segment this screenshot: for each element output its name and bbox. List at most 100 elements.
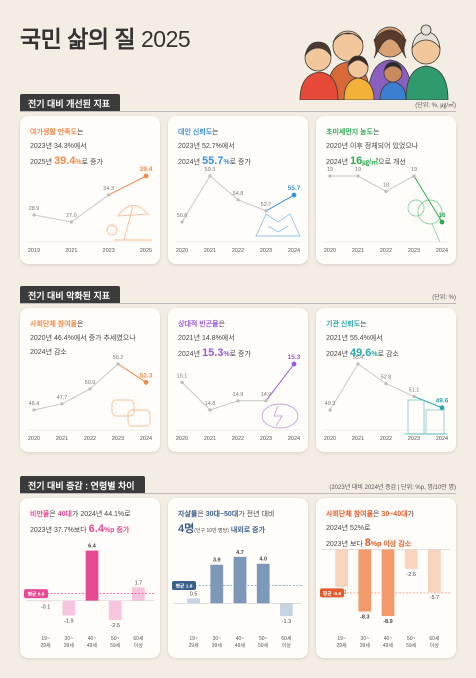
series-line-segment <box>357 363 387 385</box>
text-segment: 가 전년 대비 <box>238 511 275 518</box>
card-description-line: 2021년 14.8%에서 <box>178 332 302 346</box>
data-point <box>180 380 184 384</box>
card-social-participation-age: -5.019~29세-8.330~39세-8.940~49세-2.650~59세… <box>316 498 456 658</box>
data-label: 52.8 <box>381 375 392 381</box>
card-fine-dust: 19 2020 19 2021 18 2022 19 2023 16 2024 초미세먼지 농도는 2… <box>316 116 456 264</box>
series-line-segment <box>329 363 359 411</box>
card-relative-poverty: 15.1 2020 14.8 2021 14.9 2022 14.9 2023 15.3 2024… <box>168 308 308 452</box>
x-tick-label: 2022 <box>380 248 392 254</box>
text-segment: 은 <box>49 511 58 518</box>
bar <box>428 549 441 593</box>
data-label: 47.7 <box>57 395 68 401</box>
bar-value-label: -5.7 <box>430 595 439 601</box>
x-tick-label: 2023 <box>103 248 115 254</box>
x-tick-label: 2021 <box>56 436 68 442</box>
data-point <box>412 174 416 178</box>
x-tick-label: 2022 <box>232 248 244 254</box>
data-label: 49.3 <box>325 401 336 407</box>
card-description: 비만율은 40대가 2024년 44.1%로 2023년 37.7%보다 6.4%… <box>30 508 154 538</box>
data-point <box>32 213 36 217</box>
x-tick-label: 19~ <box>41 636 50 642</box>
x-tick-label: 2020 <box>176 436 188 442</box>
text-segment: 상대적 빈곤율 <box>178 321 219 328</box>
bar-value-label: -1.3 <box>282 619 291 625</box>
data-label: 16 <box>438 212 446 219</box>
series-line-segment <box>265 194 295 212</box>
data-label: 15.1 <box>177 373 188 379</box>
x-tick-label: 60세 <box>281 635 292 642</box>
card-description-line: 2020년 이후 정체되어 있었으나 <box>326 140 450 154</box>
decorative-icon <box>111 399 151 427</box>
unit-note: (단위: %) <box>432 295 456 301</box>
line-chart: 15.1 2020 14.8 2021 14.9 2022 14.9 2023 15.3 2024 <box>176 354 301 442</box>
card-description: 대인 신뢰도는 2023년 52.7%에서 2024년 55.7%로 증가 <box>178 126 302 170</box>
highlight-value: 4명 <box>178 523 195 535</box>
average-badge <box>24 589 48 599</box>
highlight-value: 55.7 <box>201 155 224 167</box>
x-tick-label: 이상 <box>134 642 144 649</box>
x-tick-label: 39세 <box>212 642 223 649</box>
x-tick-label: 이상 <box>430 642 440 649</box>
highlight-value: 15.3 <box>201 347 224 359</box>
text-segment: 2024년 감소 <box>30 349 67 356</box>
text-segment: 자살률 <box>178 511 198 518</box>
data-point <box>236 399 240 403</box>
average-label: 평균 -5.8 <box>323 590 342 597</box>
data-label: 19 <box>355 167 361 173</box>
x-tick-label: 30~ <box>65 636 74 642</box>
x-tick-label: 2024 <box>436 436 448 442</box>
card-description-line: 2025년 39.4%로 증가 <box>30 154 154 170</box>
text-segment: 여가생활 만족도 <box>30 129 78 136</box>
bar-value-label: 4.0 <box>259 557 267 563</box>
data-label: 56.2 <box>113 355 124 361</box>
data-label: 34.3 <box>103 186 114 192</box>
title-main: 국민 삶의 질 <box>20 26 136 52</box>
bar <box>404 549 418 569</box>
x-tick-label: 59세 <box>406 642 417 649</box>
text-segment: 은 <box>197 511 206 518</box>
text-segment: 은 <box>373 511 382 518</box>
data-point <box>356 174 360 178</box>
x-tick-label: 2021 <box>204 248 216 254</box>
bar <box>39 600 52 602</box>
x-tick-label: 2025 <box>140 248 152 254</box>
card-social-participation: 46.4 2020 47.7 2021 50.9 2022 56.2 2023 52.3 2024… <box>20 308 160 452</box>
data-point <box>32 408 36 412</box>
text-segment: 가 <box>407 511 414 518</box>
data-point <box>236 198 240 202</box>
x-tick-label: 2023 <box>408 248 420 254</box>
text-segment: 기관 신뢰도 <box>326 321 361 328</box>
card-interpersonal-trust: 50.6 2020 59.3 2021 54.8 2022 52.7 2023 55.7 2024… <box>168 116 308 264</box>
card-description-line: 기관 신뢰도는 <box>326 318 450 332</box>
series-line-segment <box>209 400 239 411</box>
text-segment: 30대~50대 <box>205 511 239 518</box>
series-line-segment <box>181 175 211 223</box>
text-segment: 은 <box>77 321 84 328</box>
card-description-line: 초미세먼지 농도는 <box>326 126 450 140</box>
x-tick-label: 2023 <box>112 436 124 442</box>
bar <box>62 600 76 616</box>
card-description-line: 자살률은 30대~50대가 전년 대비 <box>178 508 302 522</box>
x-tick-label: 50~ <box>407 636 416 642</box>
data-point <box>291 192 297 198</box>
series-line-segment <box>237 199 267 212</box>
text-segment: 로 증가 <box>229 159 251 166</box>
data-point <box>384 382 388 386</box>
card-description-line: 2024년 49.6%로 감소 <box>326 346 450 362</box>
data-label: 54.8 <box>233 191 244 197</box>
decorative-icon <box>106 205 152 241</box>
x-tick-label: 2021 <box>204 436 216 442</box>
card-description-line: 2023년 37.7%보다 6.4%p 증가 <box>30 522 154 538</box>
data-point <box>328 408 332 412</box>
x-tick-label: 2022 <box>232 436 244 442</box>
bar <box>256 563 270 604</box>
text-segment: 초미세먼지 농도 <box>326 129 374 136</box>
x-tick-label: 39세 <box>64 642 75 649</box>
bar <box>233 556 247 604</box>
text-segment: 로 감소 <box>377 351 399 358</box>
text-segment: 2021년 55.4%에서 <box>326 335 383 342</box>
card-description: 사회단체 참여율은 30~40대가 2024년 52%로 2023년 보다 8%p … <box>326 508 450 552</box>
text-segment: ㎍/㎥ <box>362 159 379 166</box>
data-label: 49.6 <box>436 398 449 405</box>
x-tick-label: 40~ <box>88 636 97 642</box>
